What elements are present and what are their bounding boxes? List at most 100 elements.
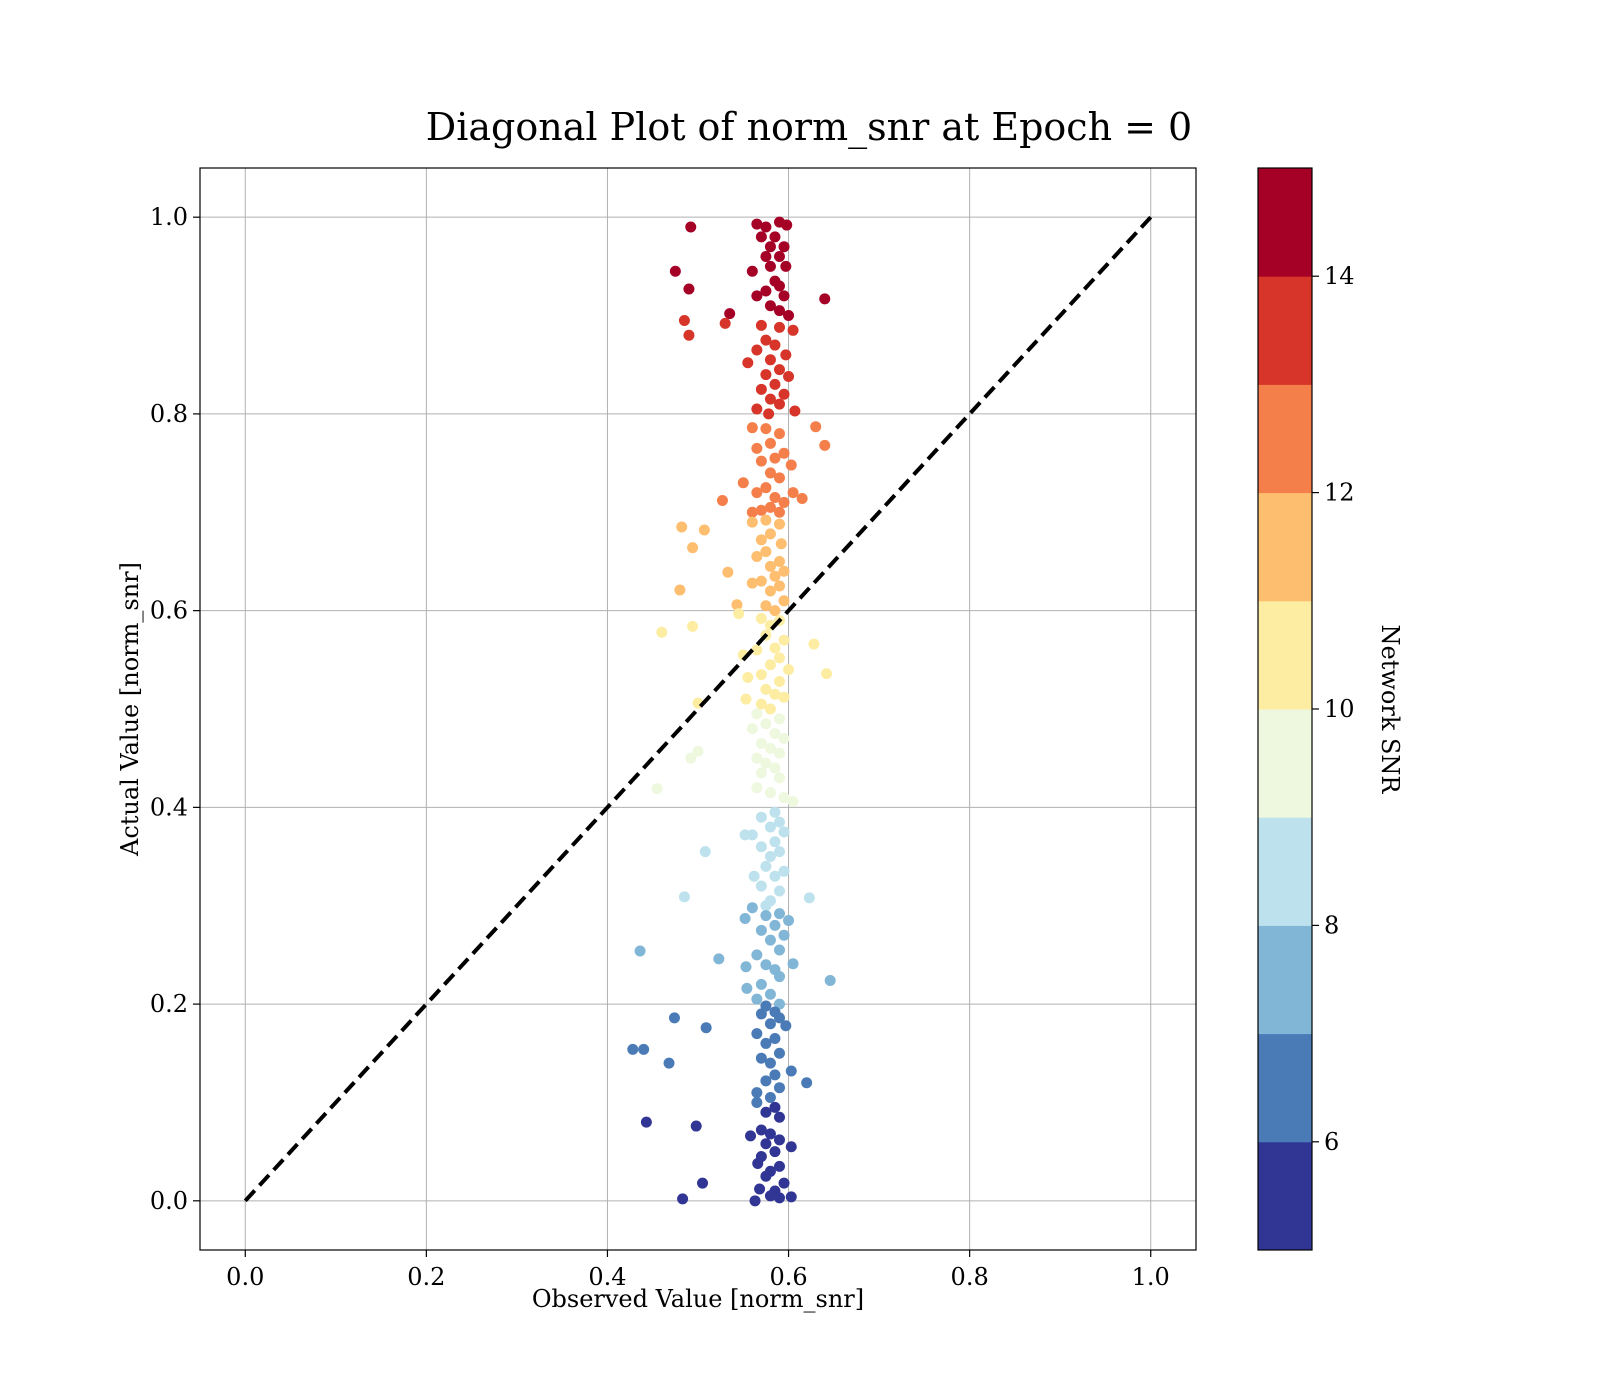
data-point: [773, 944, 785, 956]
data-point: [739, 913, 751, 925]
data-point: [740, 693, 752, 705]
colorbar-tick-label: 8: [1324, 911, 1339, 939]
colorbar-band: [1258, 709, 1312, 818]
data-point: [778, 792, 790, 804]
data-point: [764, 821, 776, 833]
data-point: [749, 1195, 761, 1207]
data-point: [741, 982, 753, 994]
data-point: [760, 546, 772, 558]
data-point: [787, 487, 799, 499]
data-point: [760, 600, 772, 612]
data-point: [778, 496, 790, 508]
data-point: [755, 504, 767, 516]
data-point: [778, 865, 790, 877]
data-point: [751, 949, 763, 961]
data-point: [773, 506, 785, 518]
data-point: [763, 408, 775, 420]
data-point: [764, 560, 776, 572]
data-point: [773, 305, 785, 317]
data-point: [755, 924, 767, 936]
data-point: [760, 334, 772, 346]
data-point: [778, 290, 790, 302]
data-point: [755, 455, 767, 467]
data-point: [764, 742, 776, 754]
data-point: [746, 577, 758, 589]
data-point: [760, 1170, 772, 1182]
data-point: [764, 437, 776, 449]
data-point: [783, 310, 795, 322]
data-point: [690, 1120, 702, 1132]
data-point: [803, 892, 815, 904]
data-point: [780, 260, 792, 272]
data-point: [773, 816, 785, 828]
data-point: [751, 442, 763, 454]
data-point: [751, 1096, 763, 1108]
data-point: [751, 1087, 763, 1099]
data-point: [778, 388, 790, 400]
data-point: [764, 1018, 776, 1030]
data-point: [773, 364, 785, 376]
data-point: [746, 902, 758, 914]
colorbar-band: [1258, 492, 1312, 602]
data-point: [769, 806, 781, 818]
data-point: [698, 524, 710, 536]
data-point: [751, 708, 763, 720]
data-point: [764, 703, 776, 715]
data-point: [773, 1160, 785, 1172]
data-point: [692, 745, 704, 757]
data-point: [683, 329, 695, 341]
plot-area: 0.0 0.2 0.4 0.6 0.8 1.0 0.0 0.2 0.4 0.6 0.8 1.0: [150, 167, 1197, 1291]
data-point: [760, 718, 772, 730]
data-point: [773, 885, 785, 897]
data-point: [769, 762, 781, 774]
data-point: [810, 421, 822, 433]
data-point: [769, 1033, 781, 1045]
x-tick-label: 0.8: [951, 1263, 989, 1291]
data-point: [755, 978, 767, 990]
data-point: [760, 900, 772, 912]
data-point: [755, 698, 767, 710]
data-point: [773, 675, 785, 687]
data-point: [760, 369, 772, 381]
data-point: [760, 1037, 772, 1049]
data-point: [769, 452, 781, 464]
data-point: [755, 669, 767, 681]
data-point: [824, 974, 836, 986]
data-point: [746, 829, 758, 841]
data-point: [640, 1116, 652, 1128]
data-point: [769, 605, 781, 617]
data-point: [760, 1106, 772, 1118]
y-axis-ticks: 0.0 0.2 0.4 0.6 0.8 1.0: [150, 203, 200, 1215]
data-point: [764, 851, 776, 863]
data-point: [778, 447, 790, 459]
data-point: [789, 405, 801, 417]
colorbar-band: [1258, 384, 1312, 494]
chart-title: Diagonal Plot of norm_snr at Epoch = 0: [426, 105, 1192, 150]
x-axis-ticks: 0.0 0.2 0.4 0.6 0.8 1.0: [226, 1250, 1170, 1291]
data-point: [760, 221, 772, 233]
data-point: [769, 870, 781, 882]
data-point: [808, 638, 820, 650]
y-tick-label: 1.0: [150, 203, 188, 231]
data-point: [751, 993, 763, 1005]
data-point: [773, 580, 785, 592]
colorbar-band: [1258, 600, 1312, 710]
data-point: [755, 613, 767, 625]
data-point: [819, 439, 831, 451]
data-point: [773, 1082, 785, 1094]
y-tick-label: 0.0: [150, 1187, 188, 1215]
data-point: [722, 566, 734, 578]
data-point: [775, 538, 787, 550]
data-point: [760, 757, 772, 769]
data-point: [751, 782, 763, 794]
data-point: [755, 1008, 767, 1020]
data-point: [764, 260, 776, 272]
data-point: [651, 783, 663, 795]
data-point: [751, 403, 763, 415]
data-point: [755, 841, 767, 853]
data-point: [760, 1138, 772, 1150]
colorbar-tick-label: 12: [1324, 479, 1355, 507]
data-point: [773, 280, 785, 292]
data-point: [773, 971, 785, 983]
data-point: [760, 910, 772, 922]
